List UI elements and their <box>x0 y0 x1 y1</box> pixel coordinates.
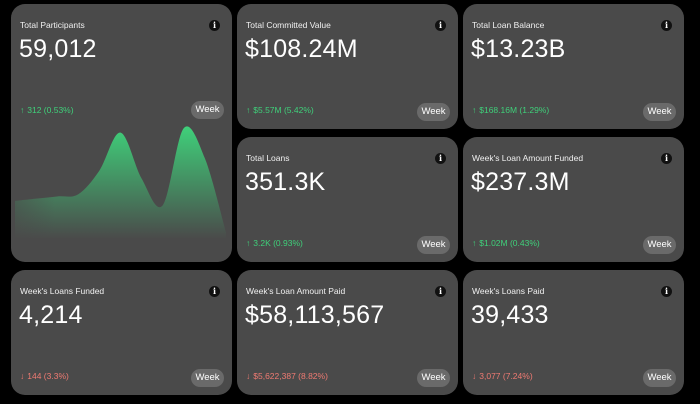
delta-value: $1.02M (0.43%) <box>479 238 540 248</box>
card-value: $58,113,567 <box>245 301 385 329</box>
info-icon[interactable]: i <box>209 20 220 31</box>
total-committed-value-card: Total Committed Value i $108.24M ↑ $5.57M… <box>237 4 458 129</box>
delta-value: 3.2K (0.93%) <box>253 238 303 248</box>
card-value: $237.3M <box>471 168 570 196</box>
delta-value: 3,077 (7.24%) <box>479 371 533 381</box>
delta-value: 312 (0.53%) <box>27 105 74 115</box>
period-selector-button[interactable]: Week <box>643 236 676 254</box>
total-loan-balance-card: Total Loan Balance i $13.23B ↑ $168.16M (… <box>463 4 684 129</box>
period-selector-button[interactable]: Week <box>191 369 224 387</box>
info-icon[interactable]: i <box>661 153 672 164</box>
card-title: Week's Loan Amount Funded <box>472 153 584 163</box>
info-icon[interactable]: i <box>435 286 446 297</box>
period-selector-button[interactable]: Week <box>643 103 676 121</box>
total-participants-card: Total Participants i 59,012 ↑ 312 (0.53%)… <box>11 4 232 262</box>
card-title: Total Loans <box>246 153 290 163</box>
card-title: Week's Loans Paid <box>472 286 545 296</box>
total-loans-card: Total Loans i 351.3K ↑ 3.2K (0.93%) Week <box>237 137 458 262</box>
arrow-down-icon: ↓ <box>472 371 477 381</box>
delta-value: 144 (3.3%) <box>27 371 69 381</box>
card-title: Week's Loans Funded <box>20 286 105 296</box>
weeks-loans-funded-card: Week's Loans Funded i 4,214 ↓ 144 (3.3%) … <box>11 270 232 395</box>
arrow-up-icon: ↑ <box>472 105 477 115</box>
weeks-loan-amount-funded-card: Week's Loan Amount Funded i $237.3M ↑ $1.… <box>463 137 684 262</box>
delta-change: ↑ $1.02M (0.43%) <box>472 238 540 248</box>
weeks-loan-amount-paid-card: Week's Loan Amount Paid i $58,113,567 ↓ $… <box>237 270 458 395</box>
chart-left-fade <box>11 124 232 239</box>
arrow-down-icon: ↓ <box>20 371 25 381</box>
info-icon[interactable]: i <box>435 20 446 31</box>
card-value: 4,214 <box>19 301 83 329</box>
period-selector-button[interactable]: Week <box>417 236 450 254</box>
card-value: $13.23B <box>471 35 566 63</box>
period-selector-button[interactable]: Week <box>417 369 450 387</box>
arrow-up-icon: ↑ <box>472 238 477 248</box>
card-value: $108.24M <box>245 35 358 63</box>
delta-value: $5.57M (5.42%) <box>253 105 314 115</box>
delta-value: $168.16M (1.29%) <box>479 105 550 115</box>
delta-change: ↑ $5.57M (5.42%) <box>246 105 314 115</box>
period-selector-button[interactable]: Week <box>191 101 224 119</box>
weeks-loans-paid-card: Week's Loans Paid i 39,433 ↓ 3,077 (7.24%… <box>463 270 684 395</box>
card-title: Week's Loan Amount Paid <box>246 286 346 296</box>
arrow-down-icon: ↓ <box>246 371 251 381</box>
info-icon[interactable]: i <box>661 20 672 31</box>
card-value: 39,433 <box>471 301 549 329</box>
info-icon[interactable]: i <box>661 286 672 297</box>
card-value: 59,012 <box>19 35 97 63</box>
card-title: Total Loan Balance <box>472 20 545 30</box>
info-icon[interactable]: i <box>435 153 446 164</box>
delta-change: ↑ 312 (0.53%) <box>20 105 74 115</box>
delta-value: $5,622,387 (8.82%) <box>253 371 328 381</box>
period-selector-button[interactable]: Week <box>643 369 676 387</box>
arrow-up-icon: ↑ <box>246 238 251 248</box>
arrow-up-icon: ↑ <box>20 105 25 115</box>
card-value: 351.3K <box>245 168 326 196</box>
delta-change: ↓ 144 (3.3%) <box>20 371 69 381</box>
delta-change: ↑ $168.16M (1.29%) <box>472 105 549 115</box>
arrow-up-icon: ↑ <box>246 105 251 115</box>
participants-area-chart <box>11 124 232 239</box>
period-selector-button[interactable]: Week <box>417 103 450 121</box>
delta-change: ↓ $5,622,387 (8.82%) <box>246 371 328 381</box>
info-icon[interactable]: i <box>209 286 220 297</box>
delta-change: ↑ 3.2K (0.93%) <box>246 238 303 248</box>
card-title: Total Participants <box>20 20 85 30</box>
card-title: Total Committed Value <box>246 20 331 30</box>
delta-change: ↓ 3,077 (7.24%) <box>472 371 533 381</box>
